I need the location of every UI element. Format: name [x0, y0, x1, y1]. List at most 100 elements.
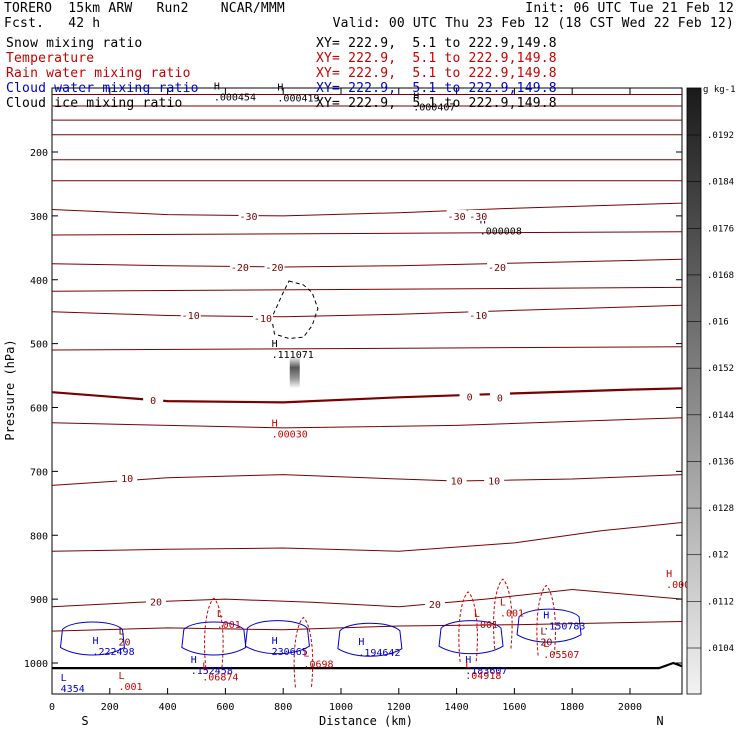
axes: 0 200 400 600 800 1000 1200 1400 1600 1800 2000200… — [24, 88, 682, 713]
x-tick-label: 1400 — [445, 702, 469, 713]
contour-label: -10 — [469, 311, 487, 322]
extremum-symbol: H — [413, 92, 419, 103]
contour-label: 10 — [121, 474, 133, 485]
extremum-value: 230665 — [272, 647, 308, 658]
extremum-symbol: L — [118, 626, 124, 637]
extremum-symbol: L — [303, 649, 309, 660]
extremum-value: .000407 — [413, 103, 455, 114]
legend-cloud-water: Cloud water mixing ratio — [6, 81, 199, 96]
contour-label-bg — [487, 260, 508, 272]
temperature-contour — [52, 522, 682, 552]
colorbar-tick-label: .0104 — [707, 644, 734, 654]
contour-label-bg — [180, 308, 201, 320]
extremum-symbol: L — [217, 609, 223, 620]
contour-label-bg — [238, 209, 259, 221]
extremum-value: 20 — [540, 637, 552, 648]
extremum-symbol: L — [118, 671, 124, 682]
y-tick-label: 800 — [30, 531, 48, 542]
contour-label: -10 — [254, 314, 272, 325]
contour-label-bg — [468, 209, 489, 221]
contour-label: -20 — [265, 263, 283, 274]
contour-label-bg — [252, 312, 273, 324]
rain-water-contour — [493, 578, 513, 650]
legend-temperature: Temperature — [6, 51, 95, 66]
contour-label: -30 — [448, 212, 466, 223]
colorbar-tick-label: .0112 — [707, 597, 734, 607]
temperature-contour — [52, 474, 682, 486]
temperature-contour — [52, 258, 682, 268]
temperature-contour — [52, 417, 682, 429]
x-tick-label: 0 — [49, 702, 55, 713]
extremum-symbol: L — [540, 626, 546, 637]
colorbar-ticks: .0192 .0184 .0176 .0168 .016 .0152 .0144 .0136.… — [687, 131, 734, 654]
extremum-value: .150783 — [543, 621, 585, 632]
legend-snow-xy: XY= 222.9, 5.1 to 222.9,149.8 — [316, 36, 557, 51]
cloud-water-contour — [59, 621, 125, 656]
rain-water-contour — [458, 591, 478, 662]
contour-label: -30 — [239, 212, 257, 223]
contour-label: -30 — [469, 212, 487, 223]
legend-rain: Rain water mixing ratio — [6, 66, 191, 81]
x-tick-label: 800 — [274, 702, 292, 713]
contour-label-bg — [146, 595, 167, 607]
colorbar-tick-label: .0144 — [707, 411, 734, 421]
x-tick-label: 200 — [101, 702, 119, 713]
extremum-symbol: L — [500, 598, 506, 609]
y-tick-label: 300 — [30, 212, 48, 223]
extremum-symbol: H — [191, 655, 197, 666]
extremum-value: .111071 — [272, 350, 314, 361]
y-tick-label: 1000 — [24, 659, 48, 670]
legend-temperature-xy: XY= 222.9, 5.1 to 222.9,149.8 — [316, 51, 557, 66]
extremum-symbol: H — [465, 655, 471, 666]
temperature-contours — [52, 94, 682, 632]
extremum-value: 20 — [118, 637, 130, 648]
extremum-symbol: H — [277, 83, 283, 94]
contour-label-bg — [459, 390, 480, 402]
colorbar — [686, 87, 702, 695]
contour-label: 0 — [150, 396, 156, 407]
extremum-value: .06874 — [202, 672, 238, 683]
contour-label-bg — [143, 393, 164, 405]
cloud-water-contour — [516, 608, 582, 643]
north-end-label: N — [656, 714, 663, 728]
colorbar-tick-label: .016 — [707, 318, 729, 328]
extremum-symbol: H — [543, 610, 549, 621]
extremum-symbol: H — [272, 339, 278, 350]
extremum-symbol: H — [358, 637, 364, 648]
extremum-value: .152458 — [191, 666, 233, 677]
extremum-value: .000 — [666, 580, 690, 591]
extremum-value: .001 — [118, 682, 142, 693]
extremum-value: 4354 — [61, 684, 85, 695]
contour-label: 10 — [451, 476, 463, 487]
contour-label: 20 — [429, 600, 441, 611]
contour-label: 0 — [467, 393, 473, 404]
temperature-contour — [52, 231, 682, 236]
legend-cloud-ice-xy: XY= 222.9, 5.1 to 222.9,149.8 — [316, 96, 557, 111]
contour-label-bg — [424, 598, 445, 610]
temperature-contour — [52, 387, 682, 404]
y-tick-label: 200 — [30, 148, 48, 159]
extremum-value: .000454 — [214, 92, 256, 103]
contour-label-bg — [117, 471, 138, 483]
cloud-water-contour — [244, 620, 310, 655]
temperature-contour — [52, 621, 682, 632]
temperature-contour — [52, 202, 682, 217]
y-axis-title: Pressure (hPa) — [3, 339, 17, 440]
contour-label: 20 — [150, 598, 162, 609]
model-title: TORERO 15km ARW Run2 NCAR/MMM — [4, 1, 285, 16]
legend-cloud-water-xy: XY= 222.9, 5.1 to 222.9,149.8 — [316, 81, 557, 96]
extremum-value: .05507 — [543, 650, 579, 661]
contour-label-bg — [229, 260, 250, 272]
colorbar-tick-label: .012 — [707, 551, 729, 561]
colorbar-tick-label: .0128 — [707, 504, 734, 514]
init-time: Init: 06 UTC Tue 21 Feb 12 — [525, 1, 734, 16]
contour-label: -20 — [231, 263, 249, 274]
cloud-water-contour — [337, 622, 403, 657]
extremum-value: .04918 — [465, 671, 501, 682]
temperature-contour — [52, 304, 682, 318]
x-tick-label: 1600 — [502, 702, 526, 713]
colorbar-tick-label: .0168 — [707, 271, 734, 281]
